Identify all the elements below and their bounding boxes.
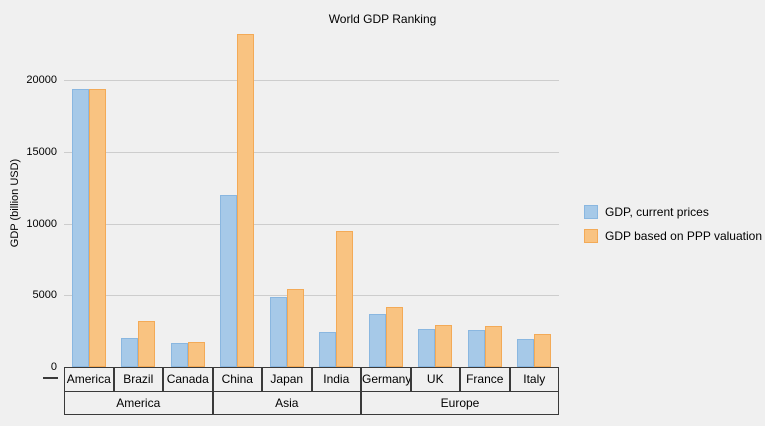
x-axis-group-america: America (64, 391, 213, 415)
y-tick-label-5000: 5000 (32, 289, 57, 302)
bar-germany-ppp (385, 307, 403, 367)
x-axis-label-japan: Japan (262, 367, 312, 392)
y-tick-label-15000: 15000 (26, 145, 57, 158)
bar-france-current (467, 329, 485, 367)
bar-italy-ppp (534, 333, 552, 367)
bar-canada-current (170, 343, 188, 367)
bar-japan-ppp (286, 289, 304, 367)
bar-china-current (220, 194, 238, 367)
legend-label-current-prices: GDP, current prices (605, 204, 709, 219)
legend: GDP, current prices GDP based on PPP val… (584, 204, 762, 252)
legend-item-current-prices: GDP, current prices (584, 204, 762, 219)
bar-brazil-current (121, 337, 139, 367)
gridline-20000 (64, 80, 559, 81)
x-axis-label-canada: Canada (163, 367, 213, 392)
bar-india-current (319, 332, 337, 367)
bar-america-ppp (88, 88, 106, 367)
bar-germany-current (368, 314, 386, 367)
x-axis-group-europe: Europe (361, 391, 559, 415)
x-axis-label-america: America (64, 367, 114, 392)
x-axis-label-germany: Germany (361, 367, 411, 392)
legend-item-ppp: GDP based on PPP valuation (584, 228, 762, 243)
x-axis-group-asia: Asia (212, 391, 361, 415)
x-axis-label-india: India (311, 367, 361, 392)
legend-swatch-orange (584, 228, 598, 243)
y-tick-label-20000: 20000 (26, 74, 57, 86)
x-axis-tick-mark (43, 377, 58, 379)
x-axis-label-china: China (212, 367, 262, 392)
legend-swatch-blue (584, 204, 598, 219)
bar-brazil-ppp (138, 320, 156, 367)
bar-uk-ppp (435, 325, 453, 367)
x-axis-label-france: France (460, 367, 510, 392)
y-tick-label-0: 0 (50, 361, 57, 373)
bar-america-current (71, 88, 89, 367)
x-axis-label-uk: UK (410, 367, 460, 392)
x-axis-label-brazil: Brazil (113, 367, 163, 392)
x-axis-label-italy: Italy (509, 367, 559, 392)
bar-japan-current (269, 297, 287, 367)
gridline-15000 (64, 151, 559, 153)
gridline-5000 (64, 295, 559, 297)
bar-france-ppp (484, 326, 502, 367)
bar-india-ppp (336, 231, 354, 367)
legend-label-ppp: GDP based on PPP valuation (605, 228, 762, 243)
y-axis-title: GDP (billion USD) (9, 158, 21, 248)
y-tick-label-10000: 10000 (26, 217, 57, 230)
gridline-10000 (64, 223, 559, 225)
bar-china-ppp (237, 34, 255, 367)
bar-canada-ppp (187, 341, 205, 367)
bar-uk-current (418, 329, 436, 367)
bar-italy-current (517, 339, 535, 367)
chart-title: World GDP Ranking (328, 12, 437, 26)
